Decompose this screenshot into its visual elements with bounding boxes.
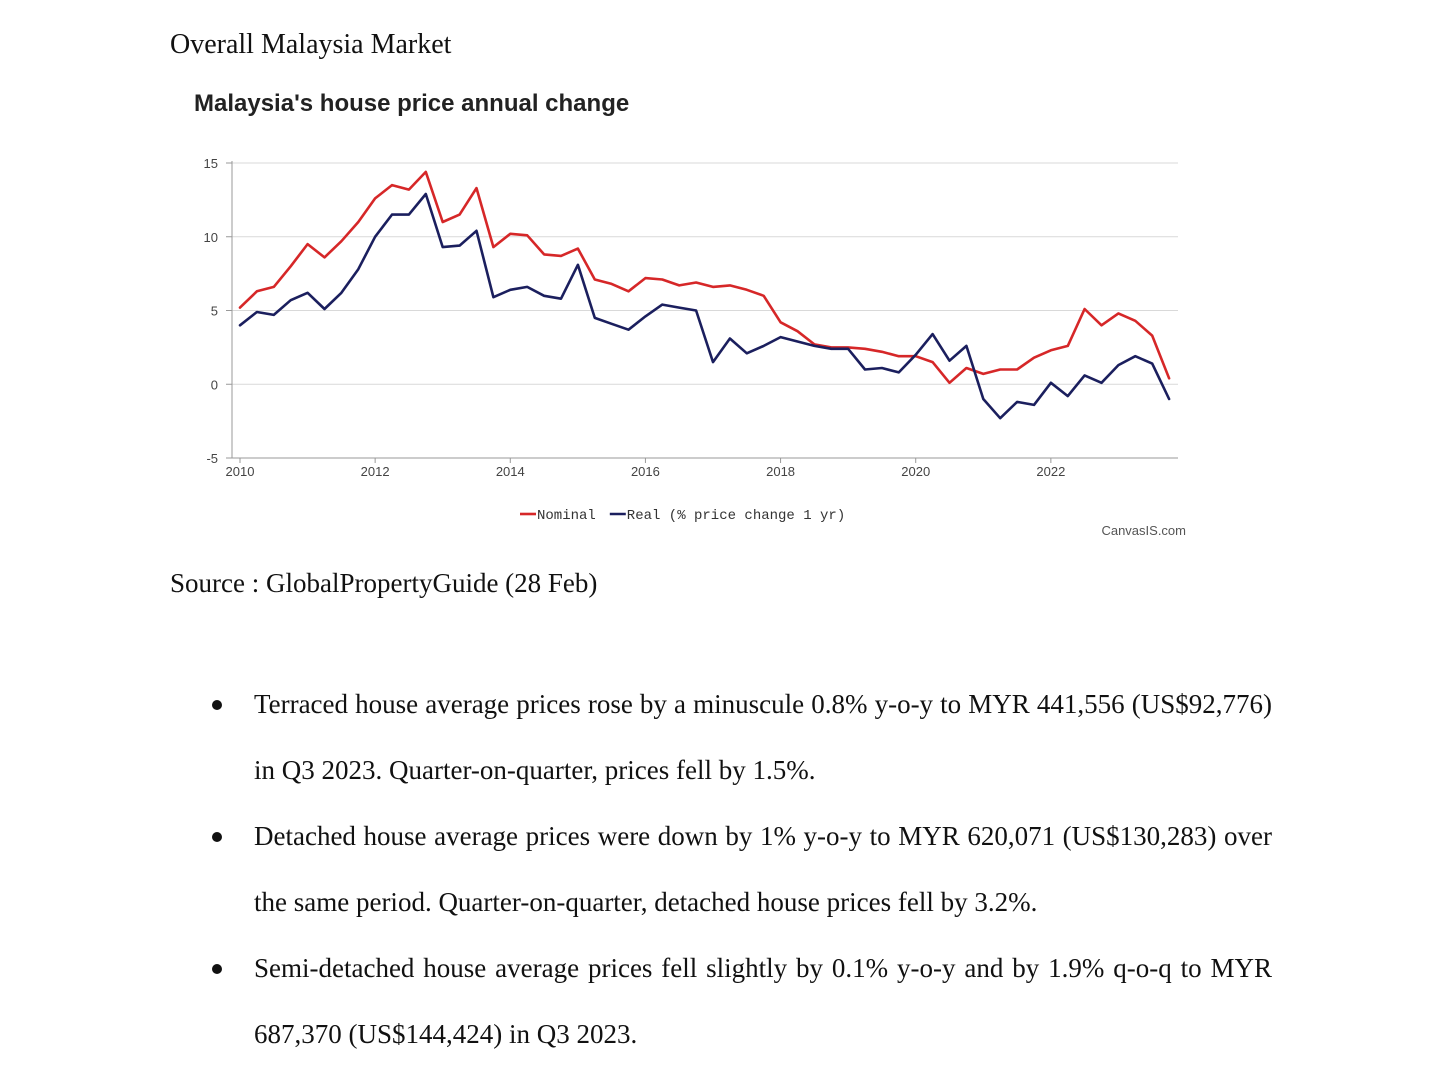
series-lines bbox=[238, 170, 1171, 420]
bullet-text: Semi-detached house average prices fell … bbox=[254, 953, 1272, 1049]
legend-label: Real (% price change 1 yr) bbox=[627, 508, 845, 524]
chart-title: Malaysia's house price annual change bbox=[194, 90, 630, 117]
series-line-nominal bbox=[238, 170, 1171, 385]
section-heading: Overall Malaysia Market bbox=[170, 29, 452, 60]
bullet-text: Detached house average prices were down … bbox=[254, 821, 1272, 917]
bullet-item-detached: Detached house average prices were down … bbox=[206, 804, 1272, 935]
legend: Nominal Real (% price change 1 yr) bbox=[520, 508, 845, 524]
bullet-text: Terraced house average prices rose by a … bbox=[254, 689, 1272, 785]
legend-label: Nominal bbox=[537, 508, 596, 524]
bullet-list: Terraced house average prices rose by a … bbox=[206, 672, 1272, 1068]
y-tick-label: -5 bbox=[206, 451, 218, 466]
y-tick-label: 15 bbox=[204, 156, 218, 171]
y-tick-label: 5 bbox=[211, 304, 218, 319]
gridlines bbox=[232, 162, 1178, 459]
x-tick-label: 2012 bbox=[361, 464, 390, 479]
y-tick-label: 0 bbox=[211, 377, 218, 392]
bullet-dot-icon bbox=[212, 832, 222, 842]
y-tick-label: 10 bbox=[204, 230, 218, 245]
bullet-item-terraced: Terraced house average prices rose by a … bbox=[206, 672, 1272, 803]
source-note: Source : GlobalPropertyGuide (28 Feb) bbox=[170, 568, 598, 598]
chart-watermark: CanvasIS.com bbox=[1101, 523, 1186, 538]
x-tick-label: 2014 bbox=[496, 464, 525, 479]
x-tick-label: 2010 bbox=[226, 464, 255, 479]
x-tick-label: 2022 bbox=[1036, 464, 1065, 479]
x-tick-label: 2018 bbox=[766, 464, 795, 479]
series-line-real bbox=[238, 192, 1171, 420]
x-tick-label: 2016 bbox=[631, 464, 660, 479]
axes: -5 0 5 10 15 2010 2012 2014 2016 2018 2020 2022 bbox=[204, 156, 1178, 479]
x-tick-label: 2020 bbox=[901, 464, 930, 479]
line-chart: -5 0 5 10 15 2010 2012 2014 2016 2018 2020 2022 Nom… bbox=[204, 156, 1186, 538]
bullet-item-semi-detached: Semi-detached house average prices fell … bbox=[206, 936, 1272, 1067]
bullet-dot-icon bbox=[212, 700, 222, 710]
bullet-dot-icon bbox=[212, 964, 222, 974]
